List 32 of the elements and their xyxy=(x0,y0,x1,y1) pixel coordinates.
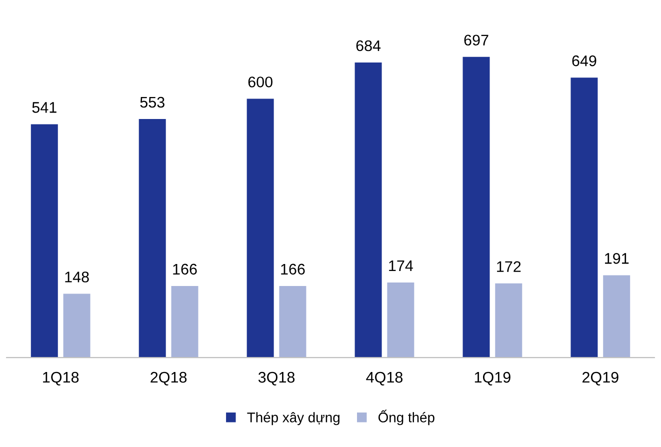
bar xyxy=(171,286,198,358)
data-label: 649 xyxy=(572,55,596,66)
bar xyxy=(246,98,274,358)
data-label: 541 xyxy=(32,102,56,113)
x-tick-label: 1Q18 xyxy=(43,372,79,386)
data-label: 166 xyxy=(173,264,197,275)
data-label: 684 xyxy=(356,40,381,52)
legend-label: Ống thép xyxy=(378,410,434,426)
bar xyxy=(462,56,490,358)
bar xyxy=(387,282,414,358)
data-label: 148 xyxy=(65,272,89,282)
x-tick-label: 2Q18 xyxy=(150,372,187,386)
bar xyxy=(495,283,522,358)
data-label: 174 xyxy=(389,260,413,272)
data-label: 166 xyxy=(281,264,305,275)
bar xyxy=(603,275,630,358)
x-tick-label: 3Q18 xyxy=(258,372,295,386)
bar xyxy=(30,124,58,358)
x-tick-label: 2Q19 xyxy=(582,372,618,386)
bar xyxy=(138,119,166,358)
x-tick-label: 1Q19 xyxy=(474,372,510,386)
bar xyxy=(570,78,598,358)
legend-label: Thép xây dựng xyxy=(247,412,340,426)
bar xyxy=(354,62,382,358)
x-tick-label: 4Q18 xyxy=(366,372,403,386)
data-label: 697 xyxy=(464,34,488,46)
bar xyxy=(279,286,306,358)
data-label: 553 xyxy=(140,96,164,108)
data-label: 191 xyxy=(605,253,629,264)
data-label: 172 xyxy=(497,261,521,272)
bar xyxy=(63,294,90,358)
data-label: 600 xyxy=(248,76,272,88)
